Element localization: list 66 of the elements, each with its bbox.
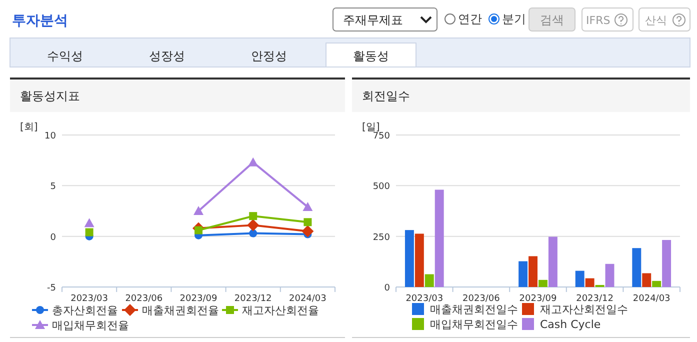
y-tick-label: 250 xyxy=(372,232,390,243)
legend-label: 매입채무회전율 xyxy=(52,319,129,332)
text: 주재무제표 xyxy=(343,13,403,27)
x-tick-label: 2023/03 xyxy=(70,294,108,304)
legend-label: 매출채권회전일수 xyxy=(430,303,518,316)
legend-label: 재고자산회전일수 xyxy=(540,303,628,316)
x-tick-label: 2023/06 xyxy=(125,294,163,304)
y-axis-title: [일] xyxy=(362,122,380,133)
y-tick-label: 5 xyxy=(50,182,56,192)
x-tick-label: 2023/03 xyxy=(406,294,444,304)
x-tick-label: 2023/12 xyxy=(576,294,614,304)
y-tick-label: 0 xyxy=(384,284,390,294)
x-tick-label: 2023/12 xyxy=(234,294,272,304)
bar xyxy=(404,230,414,287)
chart-title: 회전일수 xyxy=(362,89,410,103)
bar xyxy=(548,236,558,287)
bar xyxy=(652,280,662,287)
bar xyxy=(585,278,594,287)
point xyxy=(248,157,258,166)
point xyxy=(249,212,258,220)
point xyxy=(247,219,260,232)
legend-label: Cash Cycle xyxy=(540,318,601,331)
text: IFRS xyxy=(586,14,610,27)
text: 연간 xyxy=(458,12,482,26)
bar xyxy=(424,274,434,287)
legend-label: 총자산회전율 xyxy=(52,304,118,317)
legend-label: 매입채무회전일수 xyxy=(430,318,518,331)
text: 산식 xyxy=(645,14,667,27)
bar xyxy=(518,261,528,287)
bar xyxy=(575,270,584,287)
legend-label: 재고자산회전율 xyxy=(242,304,319,317)
text: 분기 xyxy=(502,12,526,26)
bar xyxy=(662,240,672,287)
bar xyxy=(434,190,444,287)
text: 안정성 xyxy=(251,49,287,63)
text: 투자분석 xyxy=(12,13,68,29)
bar xyxy=(632,248,642,287)
bar xyxy=(528,256,538,287)
text: 활동성 xyxy=(353,49,389,63)
point xyxy=(85,228,94,236)
bar xyxy=(414,234,424,287)
text: 성장성 xyxy=(149,49,185,63)
point xyxy=(304,218,312,226)
y-axis-title: [회] xyxy=(20,122,38,133)
text: 검색 xyxy=(540,13,564,27)
x-tick-label: 2024/03 xyxy=(632,294,670,304)
point xyxy=(302,202,313,211)
point xyxy=(84,218,94,228)
y-tick-label: -5 xyxy=(47,284,56,294)
chart-title: 활동성지표 xyxy=(20,89,80,103)
bar xyxy=(538,280,548,287)
x-tick-label: 2023/06 xyxy=(462,294,500,304)
point xyxy=(249,229,258,238)
y-tick-label: 750 xyxy=(372,132,390,142)
x-tick-label: 2023/09 xyxy=(519,294,557,304)
text: 수익성 xyxy=(47,49,83,63)
x-tick-label: 2023/09 xyxy=(180,294,218,304)
bar xyxy=(642,273,652,287)
y-tick-label: 10 xyxy=(44,132,56,142)
point xyxy=(194,206,204,215)
y-tick-label: 500 xyxy=(372,182,390,192)
y-tick-label: 0 xyxy=(50,232,56,243)
x-tick-label: 2024/03 xyxy=(289,294,326,304)
legend-label: 매출채권회전율 xyxy=(142,304,219,317)
point xyxy=(302,225,314,238)
bar xyxy=(605,264,614,287)
